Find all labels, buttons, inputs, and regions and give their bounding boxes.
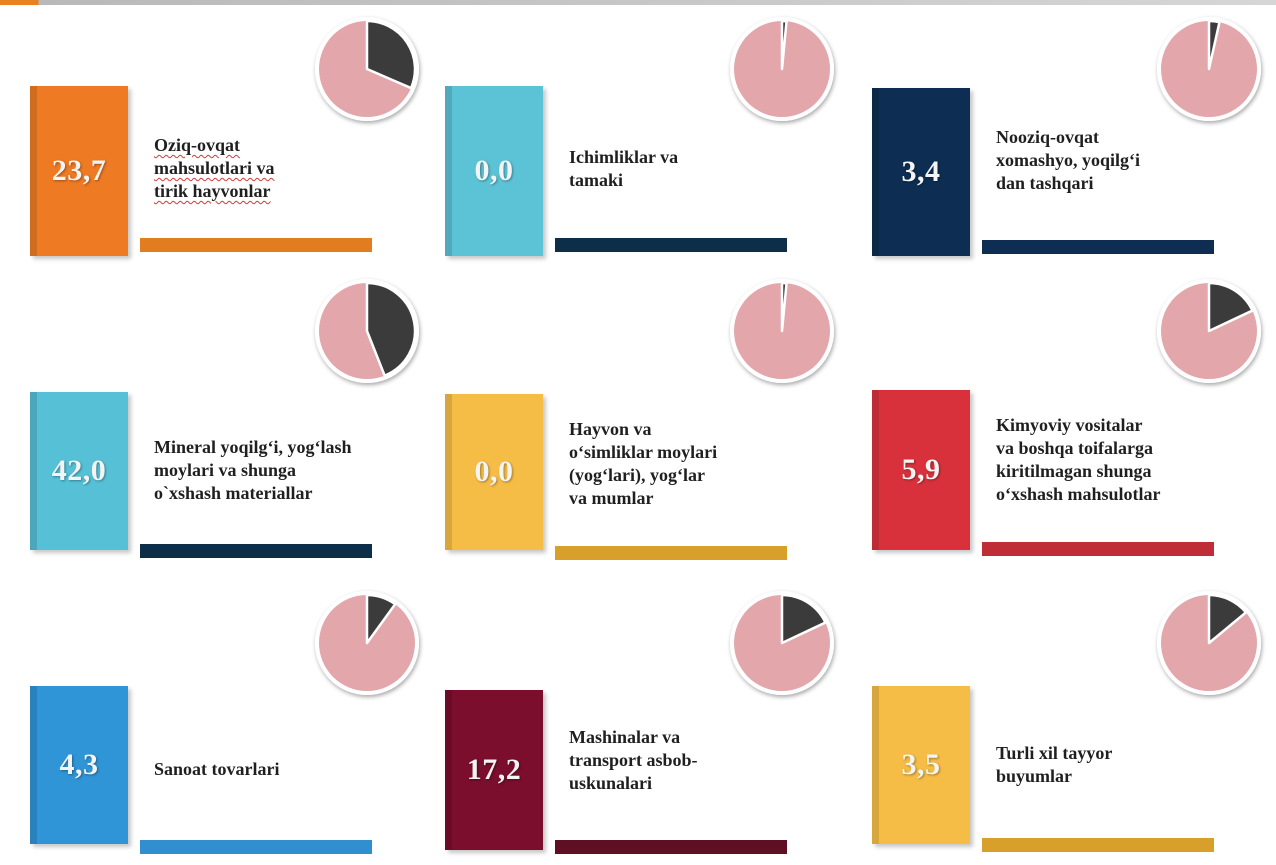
category-card: 5,9 Kimyoviy vositalar va boshqa toifalar…	[872, 279, 1261, 556]
category-card: 17,2 Mashinalar va transport asbob- uskun…	[445, 591, 834, 854]
share-pie	[312, 588, 422, 698]
category-underline-bar	[555, 238, 787, 252]
category-underline-bar	[555, 840, 787, 854]
pie-slice	[365, 19, 417, 90]
value-box-shade	[872, 686, 879, 844]
category-card: 0,0 Hayvon va o‘simliklar moylari (yog‘la…	[445, 279, 834, 560]
value-box: 42,0	[30, 392, 128, 550]
category-label: Hayvon va o‘simliklar moylari (yog‘lari)…	[569, 419, 718, 508]
category-label: Mineral yoqilg‘i, yog‘lash moylari va sh…	[154, 437, 352, 503]
value-box-shade	[30, 392, 37, 550]
value-label: 5,9	[901, 453, 941, 486]
share-pie	[312, 14, 422, 124]
value-label: 17,2	[466, 753, 522, 786]
pie-slice	[780, 19, 788, 71]
value-label: 0,0	[474, 455, 514, 488]
value-label: 4,3	[59, 748, 99, 781]
value-label: 3,4	[901, 155, 941, 188]
category-underline-bar	[140, 840, 372, 854]
category-card: 4,3 Sanoat tovarlari	[30, 591, 419, 854]
share-pie	[727, 14, 837, 124]
value-box: 0,0	[445, 394, 543, 550]
category-underline-bar	[982, 542, 1214, 556]
category-card: 0,0 Ichimliklar va tamaki	[445, 17, 834, 258]
category-label: Ichimliklar va tamaki	[569, 147, 679, 190]
pie-slice	[780, 593, 827, 645]
category-underline-bar	[140, 544, 372, 558]
category-underline-bar	[555, 546, 787, 560]
value-box: 5,9	[872, 390, 970, 550]
category-label: Turli xil tayyor buyumlar	[996, 743, 1113, 786]
value-box: 0,0	[445, 86, 543, 256]
category-card: 23,7 Oziq-ovqat mahsulotlari va tirik hay…	[30, 17, 419, 258]
share-pie	[1154, 276, 1264, 386]
share-pie	[312, 276, 422, 386]
category-label: Oziq-ovqat mahsulotlari va tirik hayvonl…	[154, 135, 275, 201]
share-pie	[1154, 14, 1264, 124]
value-box-shade	[872, 88, 879, 256]
category-card: 3,4 Nooziq-ovqat xomashyo, yoqilg‘i dan t…	[872, 17, 1261, 258]
value-label: 42,0	[51, 454, 107, 487]
pie-slice	[780, 281, 788, 333]
share-pie	[727, 276, 837, 386]
pie-slice	[365, 593, 397, 645]
value-box: 3,5	[872, 686, 970, 844]
value-box-shade	[445, 690, 452, 850]
category-underline-bar	[140, 238, 372, 252]
value-box: 3,4	[872, 88, 970, 256]
top-divider-line	[0, 0, 1276, 5]
value-box-shade	[445, 86, 452, 256]
value-box-shade	[872, 390, 879, 550]
pie-slice	[365, 281, 417, 377]
value-box-shade	[30, 86, 37, 256]
value-box-shade	[445, 394, 452, 550]
value-label: 3,5	[901, 748, 941, 781]
share-pie	[1154, 588, 1264, 698]
category-label: Kimyoviy vositalar va boshqa toifalarga …	[996, 415, 1161, 504]
value-box: 17,2	[445, 690, 543, 850]
category-label: Sanoat tovarlari	[154, 759, 280, 779]
value-box-shade	[30, 686, 37, 844]
share-pie	[727, 588, 837, 698]
value-label: 0,0	[474, 154, 514, 187]
category-card: 3,5 Turli xil tayyor buyumlar	[872, 591, 1261, 852]
pie-slice	[1207, 593, 1248, 645]
category-label: Mashinalar va transport asbob- uskunalar…	[569, 727, 698, 793]
value-box: 23,7	[30, 86, 128, 256]
pie-slice	[1207, 281, 1254, 333]
pie-slice	[1207, 19, 1221, 71]
category-card: 42,0 Mineral yoqilg‘i, yog‘lash moylari v…	[30, 279, 419, 558]
value-label: 23,7	[51, 154, 107, 187]
category-label: Nooziq-ovqat xomashyo, yoqilg‘i dan tash…	[996, 127, 1141, 193]
value-box: 4,3	[30, 686, 128, 844]
category-underline-bar	[982, 838, 1214, 852]
category-underline-bar	[982, 240, 1214, 254]
